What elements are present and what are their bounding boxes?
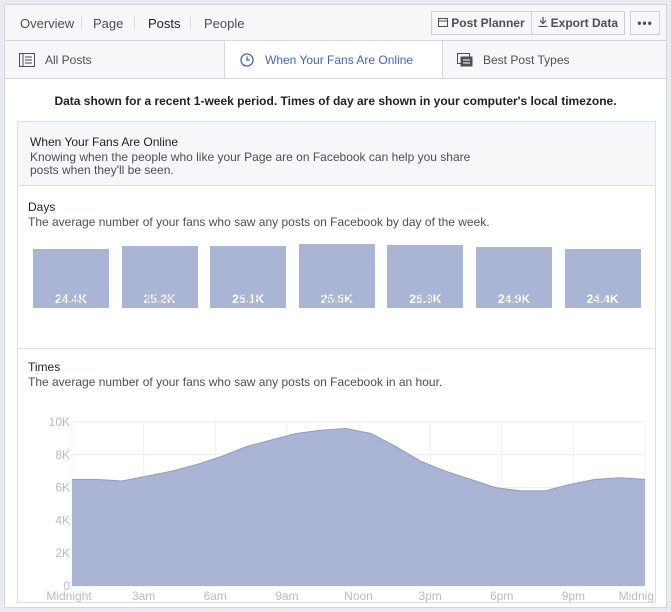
download-icon — [538, 16, 548, 30]
tab-overview[interactable]: Overview — [20, 16, 75, 31]
x-tick-label: 3am — [132, 589, 155, 602]
day-bar-wed[interactable]: 25.5K — [298, 244, 375, 308]
x-tick-label: Noon — [344, 589, 373, 602]
y-tick-label: 6K — [55, 481, 70, 495]
tab-separator — [190, 16, 191, 30]
times-line — [72, 428, 646, 492]
export-data-label: Export Data — [550, 16, 618, 30]
card-description: Knowing when the people who like your Pa… — [30, 150, 471, 177]
card-header: When Your Fans Are Online Knowing when t… — [18, 122, 655, 186]
day-bar-value: 24.9K — [497, 292, 531, 306]
fans-online-card: When Your Fans Are Online Knowing when t… — [17, 121, 656, 603]
subtab-label: All Posts — [45, 52, 92, 67]
times-area — [72, 428, 645, 586]
subtab-best-post-types[interactable]: Best Post Types — [442, 41, 666, 78]
post-planner-label: Post Planner — [451, 16, 525, 30]
y-tick-label: 2K — [55, 546, 70, 560]
days-title: Days — [28, 200, 56, 214]
x-tick-label: Midnig — [619, 589, 654, 602]
day-bar-tue[interactable]: 25.1K — [210, 245, 287, 308]
times-title: Times — [28, 360, 61, 374]
posts-subtabs: All Posts When Your Fans Are Online Best… — [4, 40, 667, 79]
tab-people[interactable]: People — [204, 16, 245, 31]
x-tick-label: 3pm — [418, 589, 441, 602]
x-tick-label: 9am — [275, 589, 298, 602]
y-tick-label: 0 — [63, 579, 70, 593]
more-icon: ••• — [637, 16, 653, 30]
x-tick-label: 9pm — [562, 589, 585, 602]
day-label-wed: WED — [322, 292, 351, 306]
content-area: Data shown for a recent 1-week period. T… — [4, 79, 667, 608]
calendar-icon — [438, 17, 449, 30]
x-tick-label: Midnight — [46, 589, 92, 602]
section-divider — [18, 348, 655, 349]
day-label-fri: FRI — [504, 292, 524, 306]
more-options-button[interactable]: ••• — [630, 11, 660, 35]
subtab-label: When Your Fans Are Online — [265, 52, 414, 67]
list-icon — [19, 52, 35, 67]
subtab-all-posts[interactable]: All Posts — [5, 41, 224, 78]
day-bar-thu[interactable]: 25.3K — [387, 245, 464, 308]
times-description: The average number of your fans who saw … — [28, 375, 443, 389]
day-label-thu: THU — [413, 292, 438, 306]
y-tick-label: 4K — [55, 513, 70, 527]
x-tick-label: 6am — [204, 589, 227, 602]
card-title: When Your Fans Are Online — [30, 135, 179, 149]
day-bar-sat[interactable]: 24.4K — [564, 248, 641, 308]
day-label-tue: TUE — [236, 292, 261, 306]
subtab-when-fans-online[interactable]: When Your Fans Are Online — [224, 41, 442, 78]
day-label-sat: SAT — [591, 292, 614, 306]
clock-icon — [239, 52, 255, 67]
days-description: The average number of your fans who saw … — [28, 215, 490, 229]
tab-posts[interactable]: Posts — [148, 16, 181, 31]
day-bar-mon[interactable]: 25.2K — [121, 245, 198, 308]
day-bar-value: 25.1K — [232, 292, 265, 306]
tab-separator — [81, 16, 82, 30]
day-bar-fri[interactable]: 24.9K — [476, 246, 552, 308]
day-bar-value: 25.2K — [143, 292, 176, 306]
y-tick-label: 10K — [49, 415, 70, 429]
top-nav: Overview Page Posts People Post Planner … — [4, 4, 667, 40]
day-bar-value: 25.5K — [320, 292, 353, 306]
y-tick-label: 8K — [55, 448, 70, 462]
day-label-mon: MON — [145, 292, 174, 306]
day-bar-value: 24.4K — [586, 292, 619, 306]
tab-page[interactable]: Page — [93, 16, 124, 31]
day-bar-sun[interactable]: 24.4K — [33, 248, 109, 308]
day-bar-value: 24.4K — [54, 292, 88, 306]
x-tick-label: 6pm — [490, 589, 513, 602]
post-planner-button[interactable]: Post Planner — [431, 11, 532, 35]
top-actions: Post Planner Export Data ••• — [431, 11, 660, 35]
day-bar-value: 25.3K — [409, 292, 442, 306]
day-label-sun: SUN — [58, 292, 84, 306]
export-data-button[interactable]: Export Data — [531, 11, 625, 35]
period-notice: Data shown for a recent 1-week period. T… — [54, 94, 617, 108]
subtab-label: Best Post Types — [483, 52, 570, 67]
tab-separator — [134, 16, 135, 30]
post-types-icon — [457, 52, 473, 67]
